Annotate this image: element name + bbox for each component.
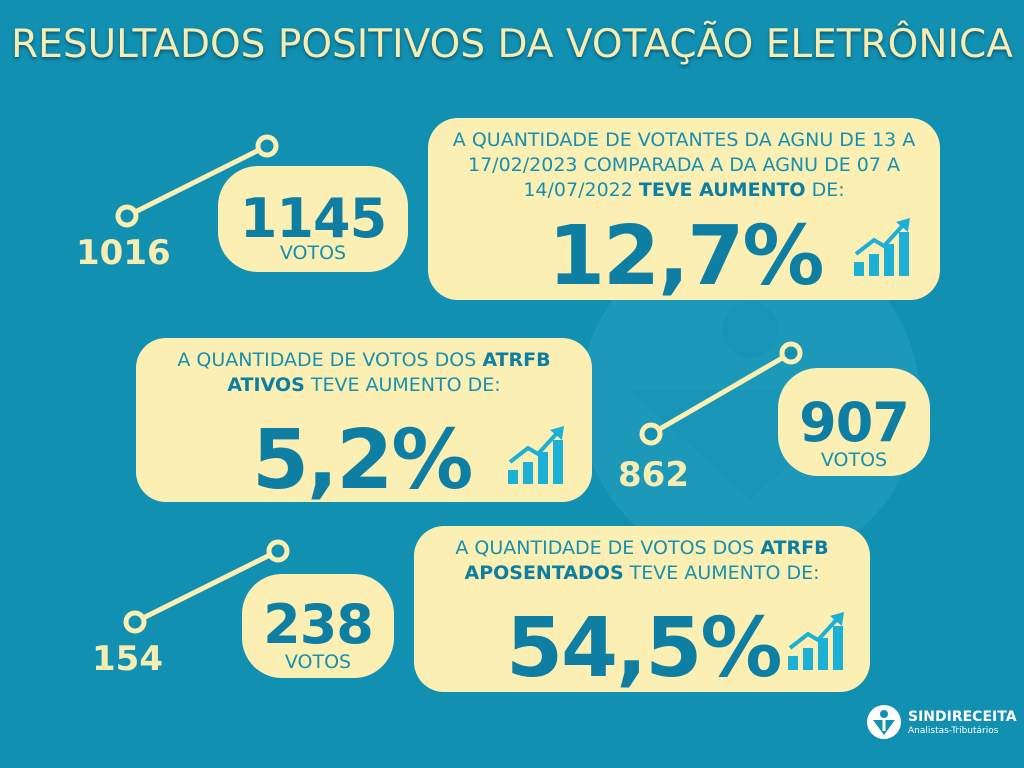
sindireceita-emblem-icon (867, 705, 901, 739)
logo-subtitle: Analistas-Tributários (908, 726, 999, 736)
agnu-increase-card: A QUANTIDADE DE VOTANTES DA AGNU DE 13 A… (428, 118, 940, 300)
aposentados-increase-card: A QUANTIDADE DE VOTOS DOS ATRFB APOSENTA… (414, 526, 870, 692)
votes-after-agnu: 1145 (239, 187, 387, 250)
aposentados-increase-text: A QUANTIDADE DE VOTOS DOS ATRFB APOSENTA… (455, 537, 829, 584)
votes-unit-label: VOTOS (284, 651, 352, 673)
votes-after-ativos: 907 (799, 391, 910, 454)
ativos-increase-card: A QUANTIDADE DE VOTOS DOS ATRFB ATIVOS T… (136, 338, 592, 502)
votes-unit-label: VOTOS (279, 242, 347, 264)
growth-chart-icon (788, 612, 844, 670)
sindireceita-logo: SINDIRECEITA Analistas-Tributários (866, 702, 1017, 742)
trend-line-icon (123, 539, 290, 634)
logo-name: SINDIRECEITA (908, 709, 1017, 725)
ativos-increase-percent: 5,2% (252, 413, 473, 508)
votes-before-ativos: 862 (618, 455, 689, 495)
votes-before-agnu: 1016 (76, 233, 171, 273)
page-title: RESULTADOS POSITIVOS DA VOTAÇÃO ELETRÔNI… (11, 22, 1013, 67)
votes-unit-label: VOTOS (820, 449, 888, 471)
growth-chart-icon (854, 218, 910, 276)
votes-after-ativos-badge: 907 VOTOS (778, 368, 930, 476)
votes-before-aposentados: 154 (92, 639, 163, 679)
growth-chart-icon (508, 426, 564, 484)
trend-line-icon (115, 134, 279, 228)
agnu-increase-percent: 12,7% (548, 209, 824, 304)
trend-line-icon (639, 341, 803, 446)
votes-after-aposentados-badge: 238 VOTOS (242, 574, 394, 678)
ativos-increase-text: A QUANTIDADE DE VOTOS DOS ATRFB ATIVOS T… (177, 349, 551, 396)
votes-after-aposentados: 238 (263, 593, 374, 656)
votes-after-agnu-badge: 1145 VOTOS (218, 166, 408, 272)
agnu-increase-text: A QUANTIDADE DE VOTANTES DA AGNU DE 13 A… (452, 129, 916, 201)
aposentados-increase-percent: 54,5% (506, 601, 782, 696)
